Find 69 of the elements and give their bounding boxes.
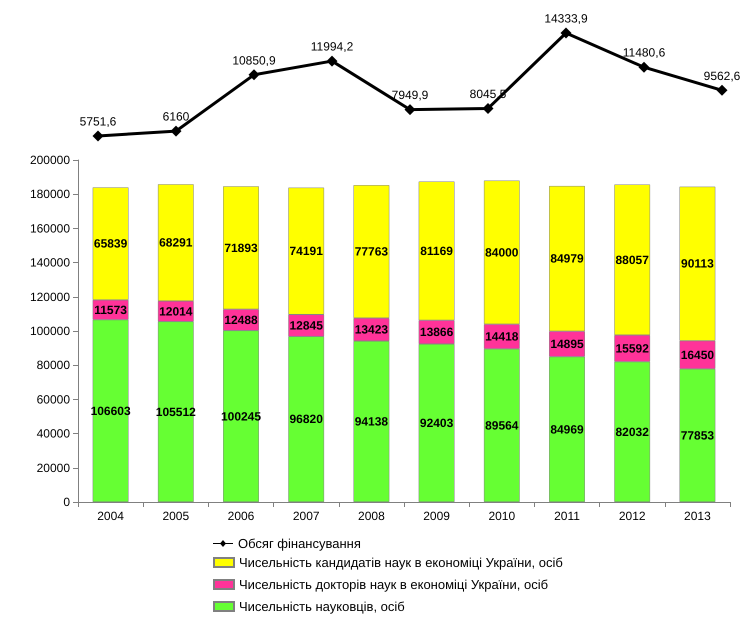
point (170, 126, 182, 137)
data-label: 12845 (290, 318, 324, 332)
data-label: 71893 (224, 240, 258, 255)
data-label: 84979 (550, 252, 584, 266)
data-label: 13423 (354, 322, 388, 337)
point (560, 28, 572, 38)
data-label: 14333,9 (544, 12, 588, 26)
point (638, 62, 650, 73)
data-label: 6160 (162, 110, 190, 124)
x-tick-label: 2009 (423, 509, 450, 523)
data-label: 77763 (354, 244, 388, 259)
legend-label: Чисельність докторів наук в економіці України, осіб (239, 577, 548, 592)
point (716, 84, 728, 96)
data-label: 92403 (420, 416, 454, 430)
data-label: 65839 (94, 236, 128, 251)
data-label: 14418 (485, 330, 519, 344)
y-tick-label: 200000 (30, 153, 70, 167)
x-tick-label: 2013 (684, 509, 712, 523)
data-label: 14895 (550, 336, 584, 351)
y-tick-label: 100000 (30, 324, 70, 338)
data-label: 94138 (354, 414, 388, 429)
x-tick-label: 2012 (618, 509, 646, 523)
data-label: 68291 (159, 236, 193, 250)
y-tick-label: 20000 (36, 460, 70, 475)
x-tick-label: 2005 (162, 509, 190, 523)
data-label: 74191 (290, 244, 324, 258)
y-tick-label: 120000 (30, 290, 70, 304)
point (92, 130, 104, 142)
data-label: 90113 (681, 256, 714, 271)
data-label: 15592 (616, 341, 650, 356)
y-tick-label: 180000 (30, 187, 70, 202)
data-label: 12488 (224, 312, 258, 327)
y-tick-label: 40000 (36, 426, 70, 441)
data-label: 11994,2 (310, 40, 354, 54)
y-tick-label: 80000 (36, 358, 70, 372)
data-label: 10850,9 (232, 53, 276, 68)
x-tick-label: 2004 (97, 509, 124, 523)
x-tick-label: 2011 (554, 509, 580, 523)
data-label: 81169 (420, 244, 454, 258)
point (326, 56, 338, 67)
data-label: 84000 (485, 245, 519, 260)
x-tick-label: 2007 (292, 509, 320, 523)
x-tick-label: 2006 (228, 509, 255, 523)
point (404, 104, 416, 116)
data-label: 5751,6 (80, 114, 117, 128)
data-label: 7949,9 (392, 88, 429, 102)
y-tick-label: 160000 (30, 221, 70, 236)
data-label: 77853 (680, 428, 714, 442)
point (248, 69, 260, 80)
data-label: 82032 (616, 424, 650, 439)
data-label: 16450 (680, 348, 714, 362)
data-label: 9562,6 (704, 68, 741, 83)
data-label: 11480,6 (622, 46, 666, 60)
x-tick-label: 2010 (488, 509, 516, 523)
data-label: 89564 (485, 418, 519, 432)
data-label: 13866 (420, 325, 454, 340)
y-tick-label: 0 (63, 495, 70, 509)
data-label: 88057 (616, 252, 650, 267)
legend-label: Обсяг фінансування (238, 536, 361, 551)
x-tick-label: 2008 (358, 509, 386, 523)
point (482, 102, 494, 114)
legend-label: Чисельність науковців, осіб (239, 599, 405, 614)
data-label: 96820 (290, 412, 324, 426)
data-label: 11573 (94, 302, 128, 317)
data-label: 84969 (550, 422, 584, 436)
legend-label: Чисельність кандидатів наук в економіці України, осіб (239, 555, 563, 570)
data-label: 12014 (159, 304, 193, 318)
y-tick-label: 140000 (30, 256, 70, 270)
y-tick-label: 60000 (36, 392, 70, 406)
